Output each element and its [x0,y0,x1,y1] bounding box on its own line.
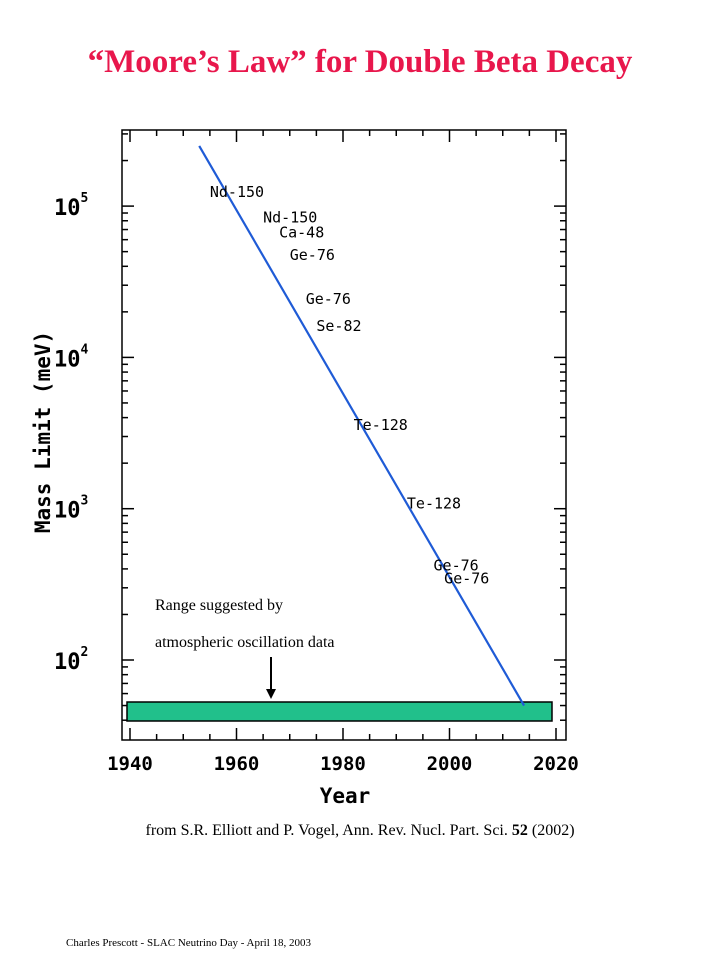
band-label-line1: Range suggested by [155,597,283,614]
isotope-label: Ca-48 [279,224,324,242]
x-tick-label: 2020 [533,753,579,775]
y-tick-base: 10 [54,196,81,221]
x-tick-label: 1940 [107,753,153,775]
oscillation-range-band-group [126,657,553,722]
series-group [198,145,526,707]
citation: from S.R. Elliott and P. Vogel, Ann. Rev… [0,822,720,840]
citation-prefix: from S.R. Elliott and P. Vogel, Ann. Rev… [145,822,512,839]
x-tick-label: 2000 [427,753,473,775]
isotope-label: Ge-76 [306,290,351,308]
isotope-label: Ge-76 [444,570,489,588]
isotope-label: Te-128 [407,495,461,513]
y-tick-exponent: 3 [81,494,89,509]
oscillation-range-band [126,701,553,722]
isotope-label: Se-82 [316,317,361,335]
y-tick-label: 102 [54,645,88,675]
annotation-group: Nd-150Nd-150Ca-48Ge-76Ge-76Se-82Te-128Te… [210,183,489,588]
y-axis-title: Mass Limit (meV) [31,331,55,533]
isotope-label: Ge-76 [290,246,335,264]
band-arrow-head [266,689,276,699]
mass-limit-chart: Nd-150Nd-150Ca-48Ge-76Ge-76Se-82Te-128Te… [31,129,579,808]
x-tick-label: 1960 [214,753,260,775]
citation-suffix: (2002) [527,822,575,839]
citation-volume: 52 [511,822,528,839]
y-tick-base: 10 [54,499,81,524]
y-tick-base: 10 [54,650,81,675]
y-tick-exponent: 4 [81,342,89,357]
plot-frame [121,129,567,741]
y-tick-exponent: 5 [81,191,89,206]
y-tick-label: 104 [54,342,89,372]
trend-line [198,145,526,707]
isotope-label: Ge-76 [434,557,479,575]
isotope-label: Nd-150 [210,183,264,201]
y-tick-label: 105 [54,191,88,221]
y-tick-base: 10 [54,347,81,372]
y-tick-label: 103 [54,494,88,524]
slide-title: “Moore’s Law” for Double Beta Decay [87,44,633,80]
x-axis-title: Year [320,784,371,808]
x-tick-label: 1980 [320,753,366,775]
band-label-line2: atmospheric oscillation data [155,634,335,651]
isotope-label: Te-128 [354,416,408,434]
plot-border [121,129,567,741]
footer-credit: Charles Prescott - SLAC Neutrino Day - A… [66,937,312,949]
isotope-label: Nd-150 [263,208,317,226]
y-tick-exponent: 2 [81,645,89,660]
